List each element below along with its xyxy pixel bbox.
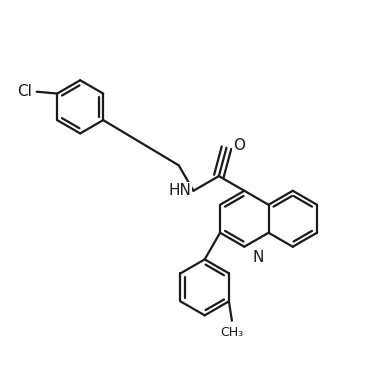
Text: N: N bbox=[253, 250, 264, 265]
Text: CH₃: CH₃ bbox=[220, 326, 244, 339]
Text: HN: HN bbox=[169, 182, 192, 198]
Text: Cl: Cl bbox=[17, 84, 32, 99]
Text: O: O bbox=[233, 138, 245, 153]
